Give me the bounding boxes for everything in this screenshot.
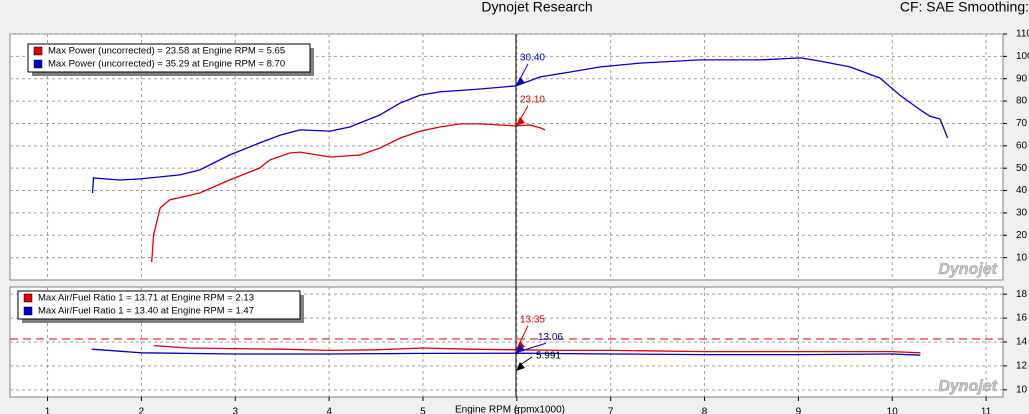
title: Dynojet Research — [481, 0, 592, 15]
legend-swatch — [33, 46, 43, 56]
x-tick-label: 1 — [45, 407, 51, 414]
series-line — [151, 123, 546, 263]
y-tick-label: 90 — [1016, 73, 1028, 84]
x-tick-label: 10 — [887, 407, 899, 414]
y-tick-label: 20 — [1016, 230, 1028, 241]
cursor-arrowhead — [515, 362, 525, 371]
readout-label: 23.10 — [520, 95, 545, 106]
watermark: Dynojet — [938, 378, 997, 395]
legend-label: Max Power (uncorrected) = 35.29 at Engin… — [48, 59, 285, 70]
x-tick-label: 7 — [608, 407, 614, 414]
legend-swatch — [23, 306, 33, 316]
readout-label: 13.06 — [538, 332, 563, 343]
readout-label: 30.40 — [520, 52, 545, 63]
y-tick-label: 40 — [1016, 185, 1028, 196]
readout-arrowhead — [515, 344, 525, 354]
legend-label: Max Air/Fuel Ratio 1 = 13.40 at Engine R… — [38, 306, 254, 317]
legend-swatch — [23, 293, 33, 303]
settings-label: CF: SAE Smoothing: — [900, 0, 1029, 15]
readout-arrowhead — [515, 116, 525, 126]
x-tick-label: 4 — [326, 407, 332, 414]
legend — [17, 290, 301, 320]
y-tick-label: 12 — [1016, 361, 1028, 372]
y-tick-label: 10 — [1016, 384, 1028, 395]
cursor-label: 5.991 — [536, 351, 561, 362]
y-tick-label: 110 — [1016, 29, 1029, 40]
legend-swatch — [33, 59, 43, 69]
y-tick-label: 60 — [1016, 140, 1028, 151]
y-tick-label: 80 — [1016, 96, 1028, 107]
x-axis-label: Engine RPM (rpmx1000) — [455, 405, 565, 414]
y-tick-label: 50 — [1016, 163, 1028, 174]
readout-label: 13.35 — [520, 314, 545, 325]
watermark: Dynojet — [938, 261, 997, 278]
legend-label: Max Power (uncorrected) = 23.58 at Engin… — [48, 46, 285, 57]
x-tick-label: 9 — [796, 407, 802, 414]
readout-arrowhead — [515, 76, 525, 86]
y-tick-label: 14 — [1016, 337, 1028, 348]
y-tick-label: 10 — [1016, 252, 1028, 263]
y-tick-label: 18 — [1016, 289, 1028, 300]
legend-label: Max Air/Fuel Ratio 1 = 13.71 at Engine R… — [38, 293, 254, 304]
y-tick-label: 16 — [1016, 313, 1028, 324]
y-tick-label: 100 — [1016, 51, 1029, 62]
series-line — [91, 57, 949, 194]
x-tick-label: 6 — [514, 407, 520, 414]
x-tick-label: 2 — [139, 407, 145, 414]
series-line — [91, 348, 921, 356]
x-tick-label: 8 — [702, 407, 708, 414]
x-tick-label: 11 — [981, 407, 992, 414]
legend — [27, 43, 311, 73]
x-tick-label: 5 — [420, 407, 426, 414]
y-tick-label: 70 — [1016, 118, 1028, 129]
cursor-arrow — [519, 356, 533, 366]
y-tick-label: 30 — [1016, 208, 1028, 219]
series-line — [153, 344, 921, 354]
x-tick-label: 3 — [232, 407, 238, 414]
